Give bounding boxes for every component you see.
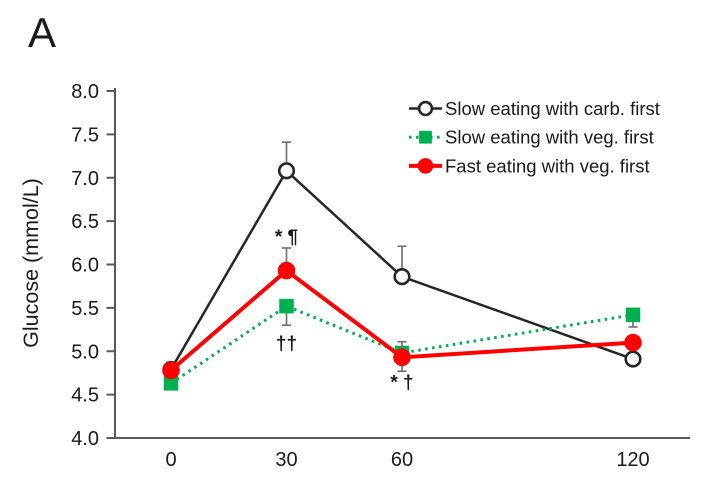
y-tick-label: 4.5 (71, 385, 99, 407)
data-point (624, 333, 642, 352)
y-tick-label: 5.0 (71, 341, 99, 363)
legend-marker-icon (417, 158, 434, 174)
legend-label: Slow eating with carb. first (445, 98, 660, 119)
x-tick-label: 0 (165, 449, 176, 471)
data-point (162, 361, 180, 380)
data-point (277, 261, 296, 280)
series-2 (162, 247, 642, 380)
data-point (624, 350, 642, 368)
data-point (277, 162, 296, 180)
y-tick-label: 7.0 (71, 168, 99, 190)
data-point (393, 268, 411, 286)
data-point (393, 348, 411, 367)
y-tick-label: 4.0 (71, 428, 99, 450)
y-tick-label: 5.5 (71, 298, 99, 320)
y-tick-label: 6.0 (71, 255, 99, 277)
x-tick-label: 120 (616, 449, 649, 471)
legend-marker-icon (419, 130, 432, 144)
legend-label: Fast eating with veg. first (445, 155, 650, 176)
data-point (163, 376, 179, 391)
y-axis-title: Glucose (mmol/L) (19, 178, 43, 348)
panel-label: A (28, 9, 57, 56)
data-point (279, 298, 294, 314)
x-tick-label: 30 (275, 449, 297, 471)
series-line-2 (169, 268, 634, 372)
y-tick-label: 7.5 (71, 124, 99, 146)
legend-marker-icon (417, 100, 434, 117)
series-line-0 (169, 168, 634, 371)
annotation: * ¶ (275, 227, 298, 248)
legend-label: Slow eating with veg. first (445, 127, 654, 148)
x-tick-label: 60 (391, 449, 413, 471)
y-tick-label: 8.0 (71, 81, 99, 103)
y-tick-label: 6.5 (71, 211, 99, 233)
data-point (625, 307, 641, 323)
legend: Slow eating with carb. first Slow eating … (409, 98, 660, 176)
legend-item-1: Slow eating with veg. first (409, 127, 654, 148)
legend-item-0: Slow eating with carb. first (409, 98, 660, 119)
annotation: †† (276, 334, 297, 355)
legend-item-2: Fast eating with veg. first (409, 155, 650, 176)
annotation: * † (390, 373, 413, 394)
